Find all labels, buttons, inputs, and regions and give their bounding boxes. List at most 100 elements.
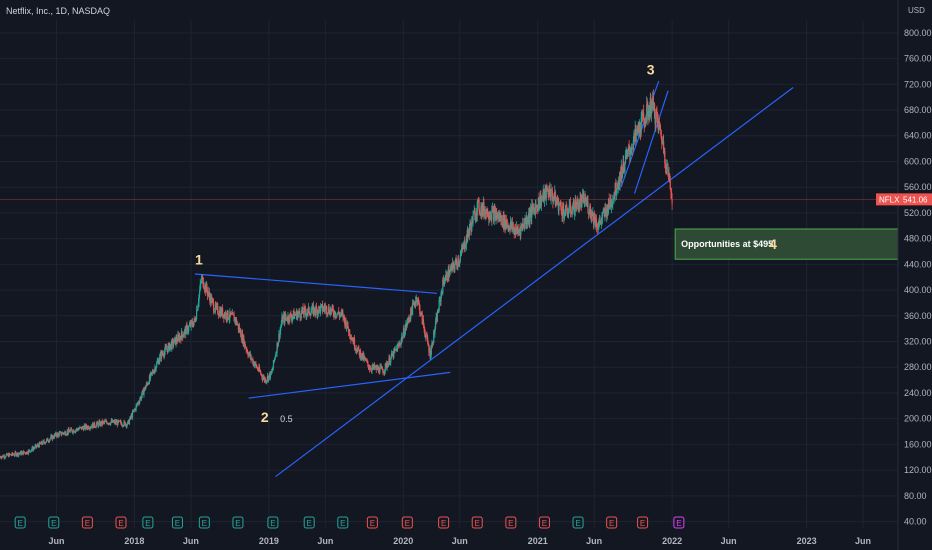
candle-body <box>272 367 274 371</box>
candle-body <box>398 343 400 346</box>
candle-body <box>504 215 506 229</box>
candle-body <box>418 299 420 303</box>
wave-label: 3 <box>647 62 655 78</box>
candle-body <box>266 376 268 381</box>
candle-body <box>40 441 42 444</box>
earnings-marker-label: E <box>405 519 410 528</box>
candle-body <box>49 438 51 440</box>
candle-body <box>626 150 628 156</box>
candle-body <box>421 312 423 314</box>
candle-body <box>195 319 197 322</box>
candle-body <box>284 314 287 318</box>
candle-body <box>368 367 370 369</box>
candle-body <box>575 207 578 210</box>
y-tick-label: 120.00 <box>904 465 932 475</box>
candle-body <box>351 338 353 341</box>
candle-body <box>52 435 54 440</box>
candle-body <box>241 333 243 340</box>
candle-body <box>593 214 595 224</box>
candle-body <box>68 429 70 432</box>
candle-body <box>98 421 100 423</box>
candle-body <box>624 163 626 172</box>
candle-body <box>598 223 600 226</box>
candle-body <box>204 284 206 290</box>
earnings-marker-label: E <box>609 519 614 528</box>
candle-body <box>318 306 320 314</box>
candle-body <box>274 358 276 361</box>
candle-body <box>130 416 132 418</box>
candle-body <box>61 432 63 435</box>
candle-body <box>613 193 615 198</box>
candle-body <box>215 304 217 308</box>
candle-body <box>447 279 449 281</box>
candle-body <box>277 341 279 347</box>
candle-body <box>117 420 119 426</box>
candle-body <box>52 435 54 438</box>
earnings-marker <box>572 516 584 529</box>
candle-body <box>377 367 379 370</box>
candle-body <box>361 353 363 358</box>
candle-body <box>151 371 154 373</box>
candle-body <box>578 205 581 208</box>
candle-body <box>30 450 32 452</box>
candle-body <box>610 205 613 207</box>
candle-body <box>268 373 270 376</box>
candle-body <box>27 450 30 454</box>
candle-body <box>583 201 585 204</box>
candle-body <box>657 119 659 130</box>
y-tick-label: 320.00 <box>904 337 932 347</box>
candle-body <box>256 367 258 369</box>
candle-body <box>55 432 57 436</box>
candle-body <box>272 360 275 368</box>
candle-body <box>352 340 354 341</box>
candle-body <box>335 315 337 317</box>
candle-body <box>654 118 656 124</box>
candle-body <box>173 343 175 346</box>
candle-body <box>618 177 621 186</box>
candle-body <box>506 224 508 226</box>
candle-body <box>484 211 486 217</box>
candle-body <box>537 206 539 211</box>
earnings-marker-label: E <box>85 519 90 528</box>
y-tick-label: 760.00 <box>904 54 932 64</box>
candle-body <box>21 452 23 455</box>
candle-body <box>153 372 155 374</box>
candle-body <box>201 277 203 281</box>
candle-body <box>640 132 642 134</box>
candle-body <box>274 356 276 359</box>
candle-body <box>345 319 347 329</box>
candle-body <box>313 307 315 315</box>
earnings-marker-label: E <box>118 519 123 528</box>
candle-body <box>291 317 293 320</box>
callout-text: Opportunities at $495. <box>681 239 776 249</box>
candle-body <box>181 331 183 335</box>
candle-body <box>16 454 18 456</box>
candle-body <box>85 424 87 429</box>
candle-body <box>145 386 147 390</box>
candle-body <box>532 206 535 209</box>
candle-body <box>661 137 663 144</box>
candle-body <box>465 235 468 245</box>
candle-body <box>185 325 187 335</box>
candle-body <box>318 306 321 308</box>
candle-body <box>423 325 425 329</box>
candle-body <box>494 210 497 219</box>
candle-body <box>226 310 229 320</box>
candle-body <box>186 325 189 333</box>
candle-body <box>192 322 195 327</box>
candle-body <box>316 308 318 315</box>
candle-body <box>663 141 665 153</box>
candle-body <box>292 315 294 318</box>
candle-body <box>222 314 224 317</box>
candle-body <box>473 211 475 212</box>
candle-body <box>392 352 394 358</box>
candle-body <box>612 199 614 205</box>
candle-body <box>267 376 269 381</box>
candle-body <box>577 199 579 203</box>
earnings-marker <box>142 516 154 529</box>
candle-body <box>558 203 561 205</box>
candle-body <box>403 328 405 337</box>
candle-body <box>11 452 13 456</box>
candle-body <box>468 232 470 235</box>
